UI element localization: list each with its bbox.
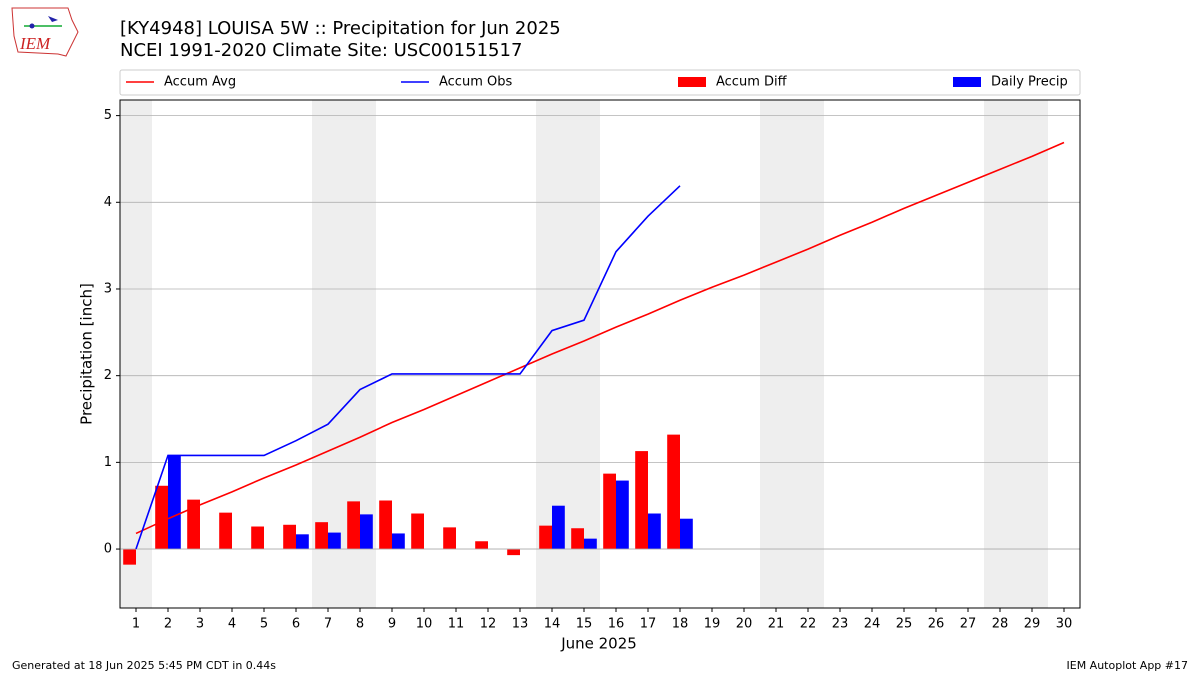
y-tick-label: 2 (104, 368, 112, 383)
bar (123, 549, 136, 565)
bar (603, 473, 616, 550)
bar (251, 526, 264, 550)
bar (187, 499, 200, 550)
x-tick-label: 28 (992, 617, 1009, 632)
bar (648, 513, 661, 550)
line (135, 185, 681, 550)
bar (507, 549, 520, 556)
bar (379, 500, 392, 550)
legend-box (119, 69, 1081, 96)
x-tick-label: 24 (864, 617, 881, 632)
x-tick-label: 26 (928, 617, 945, 632)
logo-icon (48, 16, 58, 22)
weekend-shade (568, 100, 600, 608)
bar (283, 524, 296, 550)
bar (616, 480, 629, 550)
bar (667, 434, 680, 550)
x-tick-label: 19 (704, 617, 721, 632)
x-tick-label: 21 (768, 617, 785, 632)
weekend-shade (760, 100, 792, 608)
line (135, 141, 1065, 535)
x-tick-label: 8 (356, 617, 364, 632)
weekend-shade (1016, 100, 1048, 608)
logo: IEM (11, 7, 79, 57)
x-tick-label: 25 (896, 617, 913, 632)
bar (443, 527, 456, 550)
x-tick-label: 30 (1056, 617, 1073, 632)
weekend-shade (792, 100, 824, 608)
x-tick-label: 22 (800, 617, 817, 632)
chart-title: [KY4948] LOUISA 5W :: Precipitation for … (120, 18, 561, 39)
chart-subtitle: NCEI 1991-2020 Climate Site: USC00151517 (120, 40, 522, 61)
logo-outline (11, 7, 79, 57)
y-tick-label: 0 (104, 542, 112, 557)
x-tick-label: 7 (324, 617, 332, 632)
x-tick-label: 5 (260, 617, 268, 632)
bar (584, 538, 597, 550)
legend-swatch (678, 77, 706, 87)
bar (635, 451, 648, 550)
x-tick-label: 13 (512, 617, 529, 632)
bar (680, 518, 693, 550)
x-tick-label: 17 (640, 617, 657, 632)
x-tick-label: 29 (1024, 617, 1041, 632)
weekend-shade (120, 100, 152, 608)
x-axis-label: June 2025 (560, 635, 637, 653)
legend-label: Accum Avg (164, 75, 236, 90)
y-axis-label: Precipitation [inch] (78, 283, 96, 425)
logo-text: IEM (19, 34, 51, 53)
y-tick-label: 4 (104, 195, 112, 210)
bar (168, 455, 181, 550)
bar (539, 525, 552, 550)
weekend-shade (984, 100, 1016, 608)
logo-dot (29, 23, 35, 29)
x-tick-label: 27 (960, 617, 977, 632)
bar (155, 485, 168, 550)
y-tick-label: 1 (104, 455, 112, 470)
x-tick-label: 11 (448, 617, 465, 632)
y-tick-label: 5 (104, 108, 112, 123)
legend-label: Accum Diff (716, 75, 788, 90)
x-tick-label: 23 (832, 617, 849, 632)
footer-left: Generated at 18 Jun 2025 5:45 PM CDT in … (12, 659, 276, 672)
bar (219, 512, 232, 550)
bar (296, 534, 309, 550)
plot-frame (119, 99, 1081, 609)
bar (571, 528, 584, 550)
bar (475, 541, 488, 550)
x-tick-label: 16 (608, 617, 625, 632)
x-tick-label: 18 (672, 617, 689, 632)
bar (328, 532, 341, 550)
footer-right: IEM Autoplot App #17 (1067, 659, 1189, 672)
x-tick-label: 15 (576, 617, 593, 632)
legend-label: Accum Obs (439, 75, 512, 90)
bar (315, 522, 328, 550)
bar (411, 513, 424, 550)
x-tick-label: 12 (480, 617, 497, 632)
x-tick-label: 4 (228, 617, 236, 632)
x-tick-label: 6 (292, 617, 300, 632)
x-tick-label: 2 (164, 617, 172, 632)
x-tick-label: 1 (132, 617, 140, 632)
y-tick-label: 3 (104, 281, 112, 296)
bar (392, 533, 405, 550)
bar (347, 501, 360, 550)
bar (552, 505, 565, 550)
x-tick-label: 14 (544, 617, 561, 632)
x-tick-label: 9 (388, 617, 396, 632)
x-tick-label: 10 (416, 617, 433, 632)
legend-label: Daily Precip (991, 75, 1068, 90)
bar (360, 514, 373, 550)
x-tick-label: 3 (196, 617, 204, 632)
x-tick-label: 20 (736, 617, 753, 632)
legend-swatch (953, 77, 981, 87)
